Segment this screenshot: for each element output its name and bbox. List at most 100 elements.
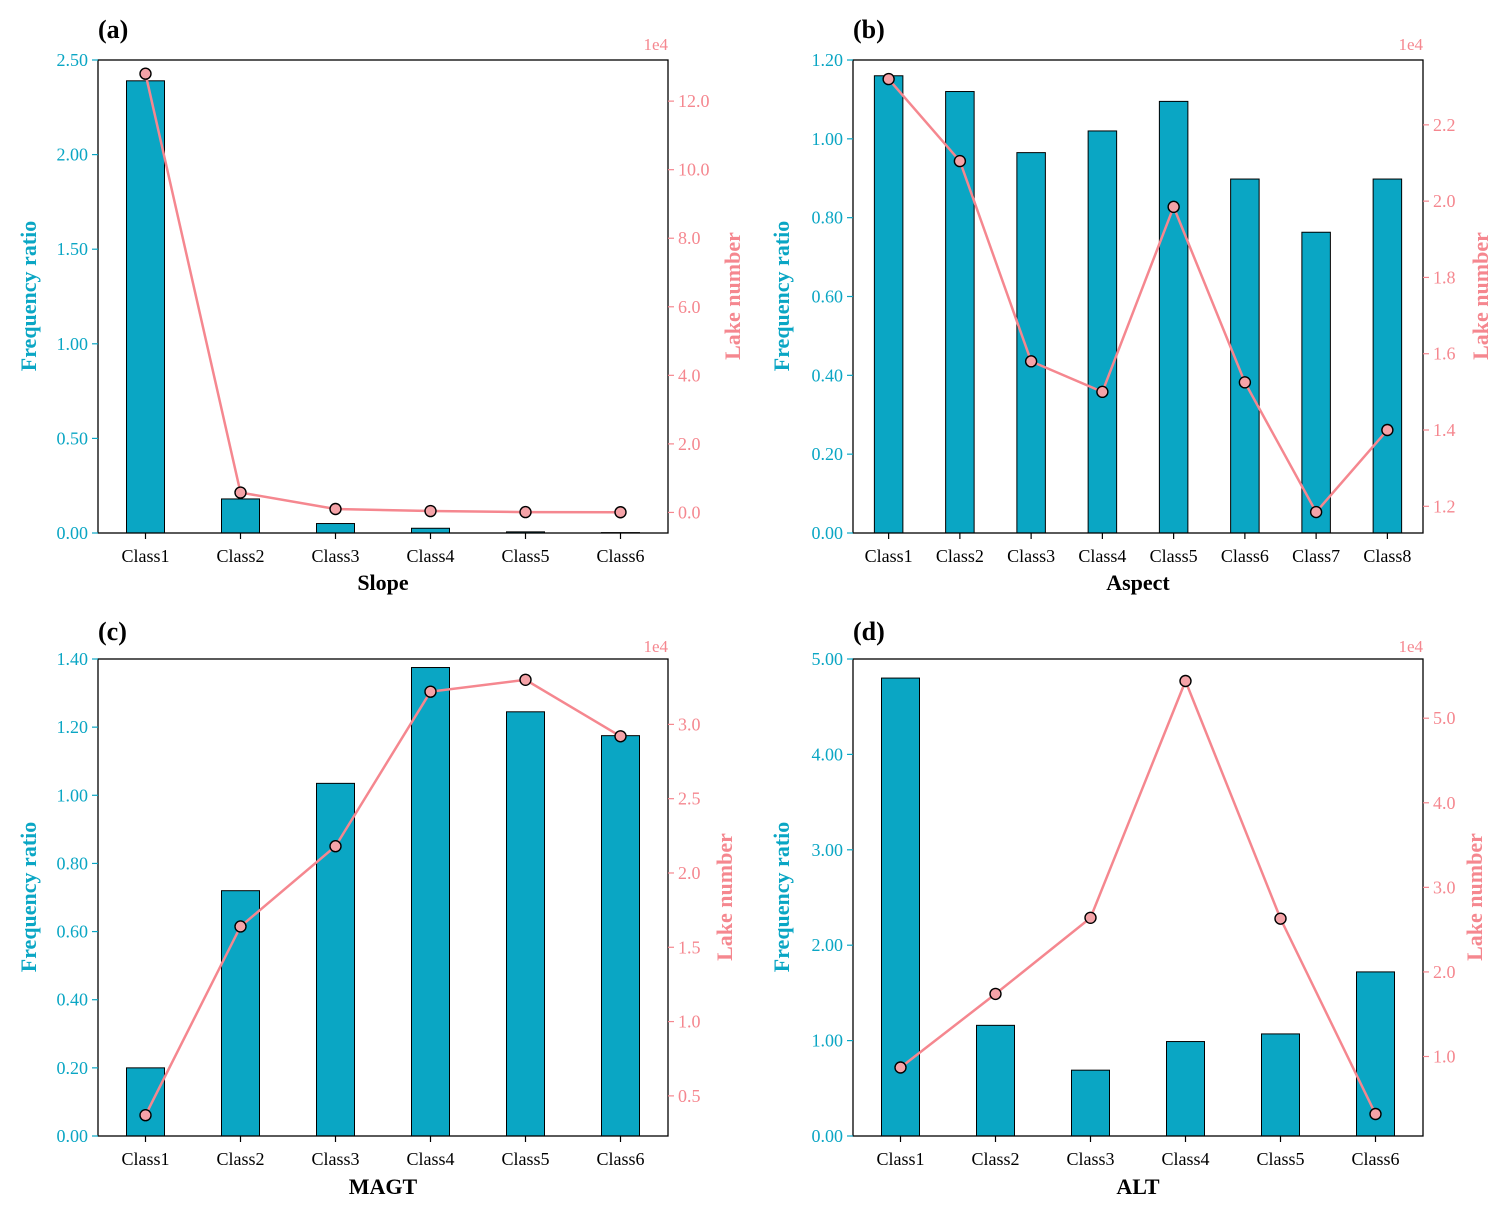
x-tick-label: Class6: [1351, 1149, 1399, 1169]
y2-tick-label: 1.8: [1433, 267, 1456, 287]
y2-offset-label: 1e4: [643, 637, 668, 656]
y-tick-label: 4.00: [812, 744, 844, 764]
x-tick-label: Class5: [1256, 1149, 1304, 1169]
x-axis-label: Slope: [357, 570, 409, 595]
y2-tick-label: 0.5: [678, 1086, 701, 1106]
x-tick-label: Class4: [406, 1149, 454, 1169]
x-tick-label: Class6: [596, 1149, 644, 1169]
y-axis-label: Frequency ratio: [16, 221, 41, 372]
y-tick-label: 1.20: [812, 50, 844, 70]
y-tick-label: 0.40: [57, 990, 89, 1010]
line-point: [614, 506, 627, 519]
line-point: [953, 154, 967, 168]
y2-tick-label: 1.4: [1433, 420, 1456, 440]
y2-tick-label: 2.0: [678, 434, 701, 454]
y2-tick-label: 10.0: [678, 160, 710, 180]
y2-axis-label: Lake number: [720, 232, 745, 360]
bar: [411, 527, 450, 534]
x-tick-label: Class1: [121, 546, 169, 566]
y-tick-label: 3.00: [812, 840, 844, 860]
y2-tick-label: 1.6: [1433, 344, 1456, 364]
bar: [221, 498, 260, 534]
bar: [126, 80, 165, 534]
y2-tick-label: 4.0: [678, 365, 701, 385]
bar: [873, 75, 904, 534]
y-tick-label: 0.00: [812, 523, 844, 543]
y-tick-label: 1.00: [812, 1031, 844, 1051]
y2-offset-label: 1e4: [1398, 637, 1423, 656]
y2-tick-label: 2.2: [1433, 115, 1456, 135]
x-tick-label: Class4: [406, 546, 454, 566]
bar: [1016, 152, 1046, 534]
y-tick-label: 2.00: [57, 145, 89, 165]
x-axis-label: MAGT: [349, 1174, 418, 1199]
y2-axis-label: Lake number: [1462, 833, 1487, 961]
line-point: [1309, 505, 1323, 519]
plot-frame: [852, 658, 1424, 1137]
line-point: [424, 685, 437, 698]
y2-tick-label: 4.0: [1433, 793, 1456, 813]
x-tick-label: Class8: [1363, 546, 1411, 566]
x-tick-label: Class1: [121, 1149, 169, 1169]
y2-offset-label: 1e4: [643, 35, 668, 54]
y2-tick-label: 2.0: [1433, 962, 1456, 982]
y-tick-label: 2.00: [812, 935, 844, 955]
line-point: [882, 72, 895, 86]
x-tick-label: Class3: [1007, 546, 1055, 566]
x-tick-label: Class6: [596, 546, 644, 566]
series-line: [899, 677, 1377, 1115]
panel-label: (b): [853, 15, 885, 44]
series-line: [144, 678, 622, 1116]
x-tick-label: Class6: [1221, 546, 1269, 566]
bar: [1158, 100, 1189, 534]
line-point: [1274, 912, 1287, 925]
line-point: [519, 673, 532, 686]
y2-tick-label: 5.0: [1433, 708, 1456, 728]
x-tick-label: Class4: [1078, 546, 1126, 566]
series-line: [144, 73, 621, 514]
x-tick-label: Class3: [311, 546, 359, 566]
bar: [976, 1024, 1015, 1137]
bar: [1372, 178, 1403, 534]
plot-frame: [97, 59, 669, 534]
x-tick-label: Class2: [216, 1149, 264, 1169]
y-tick-label: 1.00: [812, 129, 844, 149]
y2-tick-label: 2.0: [678, 863, 701, 883]
y-tick-label: 1.00: [57, 785, 89, 805]
bar: [601, 735, 640, 1137]
line-point: [234, 920, 247, 933]
line-point: [1024, 355, 1038, 368]
y-tick-label: 0.80: [57, 853, 89, 873]
y-tick-label: 0.80: [812, 208, 844, 228]
x-tick-label: Class5: [501, 1149, 549, 1169]
line-point: [519, 505, 532, 519]
y2-tick-label: 3.0: [678, 714, 701, 734]
line-point: [139, 1108, 152, 1122]
x-tick-label: Class3: [1066, 1149, 1114, 1169]
x-tick-label: Class1: [865, 546, 913, 566]
y-tick-label: 2.50: [57, 50, 89, 70]
y-tick-label: 1.00: [57, 334, 89, 354]
y-tick-label: 0.60: [812, 287, 844, 307]
line-point: [614, 730, 627, 743]
line-point: [139, 67, 152, 80]
y2-tick-label: 12.0: [678, 91, 710, 111]
bar: [1301, 231, 1331, 534]
panel-c: (c) 1e4 MAGT Frequency ratio Lake number…: [16, 617, 737, 1199]
panel-label: (c): [98, 617, 127, 646]
y2-axis-label: Lake number: [1468, 232, 1493, 360]
bar: [126, 1067, 165, 1137]
line-point: [1084, 911, 1097, 924]
bar: [316, 523, 355, 534]
line-point: [329, 502, 342, 516]
x-tick-label: Class5: [501, 546, 549, 566]
panel-a: (a) 1e4 Slope Frequency ratio Lake numbe…: [16, 15, 745, 595]
bar: [1087, 130, 1118, 534]
y-tick-label: 1.40: [57, 649, 89, 669]
panel-d: (d) 1e4 ALT Frequency ratio Lake number …: [769, 617, 1487, 1199]
y-tick-label: 0.00: [57, 523, 89, 543]
panel-label: (a): [98, 15, 128, 44]
line-point: [1238, 376, 1252, 389]
y-tick-label: 0.60: [57, 922, 89, 942]
